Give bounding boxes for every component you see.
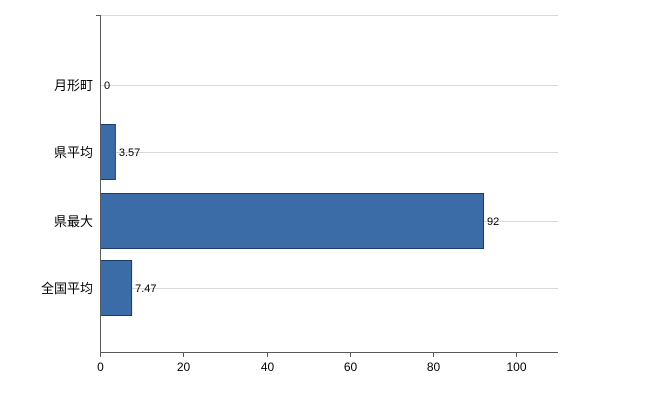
bar-3: [100, 260, 133, 316]
value-label-0: 0: [104, 80, 110, 92]
x-tick-label-4: 80: [427, 360, 441, 374]
category-label-2: 県最大: [54, 214, 93, 229]
x-tick-label-0: 0: [97, 360, 104, 374]
category-label-3: 全国平均: [41, 281, 93, 296]
value-label-1: 3.57: [119, 147, 140, 159]
x-tick-label-1: 20: [177, 360, 191, 374]
x-tick-label-2: 40: [261, 360, 275, 374]
bar-2: [100, 193, 485, 249]
bar-1: [100, 124, 116, 180]
category-label-1: 県平均: [54, 145, 93, 160]
value-label-3: 7.47: [135, 283, 156, 295]
x-tick-label-5: 100: [506, 360, 526, 374]
value-label-2: 92: [487, 216, 499, 228]
category-label-0: 月形町: [54, 78, 93, 93]
x-tick-label-3: 60: [344, 360, 358, 374]
